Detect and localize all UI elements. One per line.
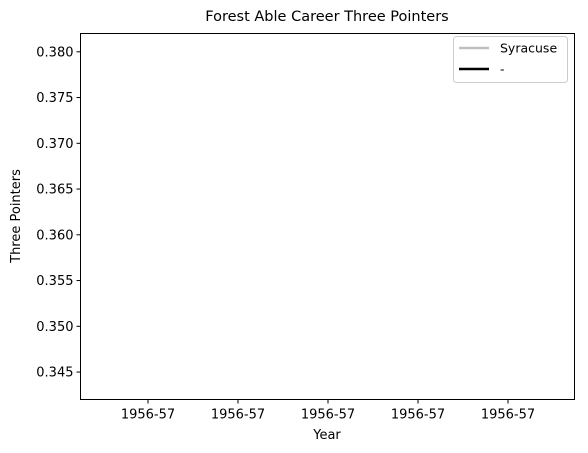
y-tick-label: 0.365 xyxy=(36,183,73,198)
y-tick-label: 0.345 xyxy=(36,366,73,381)
y-tick-label: 0.355 xyxy=(36,274,73,289)
y-tick-label: 0.370 xyxy=(36,137,73,152)
legend-label: - xyxy=(500,62,505,77)
y-tick-label: 0.375 xyxy=(36,91,73,106)
x-tick-label: 1956-57 xyxy=(211,408,265,423)
y-tick-label: 0.350 xyxy=(36,320,73,335)
legend: Syracuse - xyxy=(453,36,568,83)
y-axis: 0.345 0.350 0.355 0.360 0.365 0.370 0.375 0.380 xyxy=(36,45,81,381)
plot-area xyxy=(80,33,575,400)
x-tick-label: 1956-57 xyxy=(481,408,535,423)
y-tick-label: 0.360 xyxy=(36,228,73,243)
x-tick-label: 1956-57 xyxy=(121,408,175,423)
x-axis: 1956-57 1956-57 1956-57 1956-57 1956-57 xyxy=(121,399,535,423)
x-tick-label: 1956-57 xyxy=(301,408,355,423)
y-tick-label: 0.380 xyxy=(36,45,73,60)
x-axis-label: Year xyxy=(312,428,341,443)
legend-label: Syracuse xyxy=(500,41,557,56)
chart-title: Forest Able Career Three Pointers xyxy=(205,9,448,25)
x-tick-label: 1956-57 xyxy=(391,408,445,423)
y-axis-label: Three Pointers xyxy=(9,169,24,264)
